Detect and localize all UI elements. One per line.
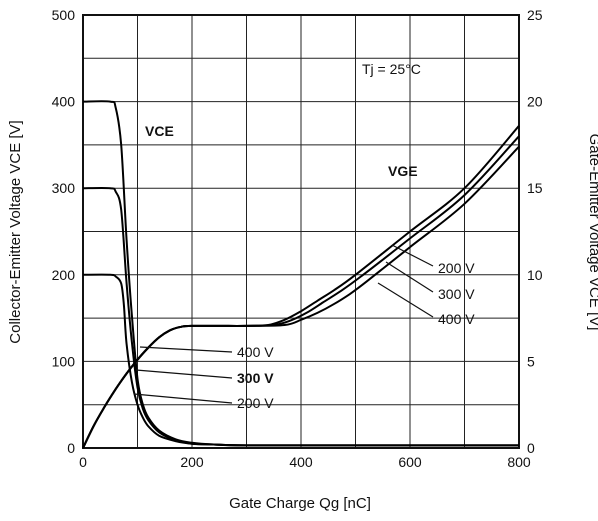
- vge-300-label: 300 V: [438, 286, 475, 302]
- vge-200-label: 200 V: [438, 260, 475, 276]
- series-lines: [82, 100, 520, 449]
- vge-400-leader: [377, 282, 434, 318]
- y-right-tick-label: 25: [527, 7, 543, 23]
- y-axis-label-right: Gate-Emitter Voltage VCE [V]: [586, 134, 598, 331]
- x-tick-label: 800: [507, 454, 531, 470]
- vge-curve-label: VGE: [388, 163, 418, 179]
- vce-200-label: 200 V: [237, 395, 274, 411]
- y-right-tick-label: 0: [527, 440, 535, 456]
- x-tick-label: 600: [398, 454, 422, 470]
- y-right-tick-label: 20: [527, 94, 543, 110]
- vce-400-leader: [139, 346, 233, 353]
- series-line-vce-200v: [82, 273, 519, 447]
- y-right-tick-label: 15: [527, 180, 543, 196]
- plot-frame: [82, 14, 520, 449]
- vce-300-leader: [135, 369, 233, 379]
- vce-400-label: 400 V: [237, 344, 274, 360]
- series-line-vge-400v: [82, 145, 520, 449]
- x-tick-label: 0: [79, 454, 87, 470]
- x-axis-label: Gate Charge Qg [nC]: [229, 495, 371, 512]
- vce-curve-label: VCE: [145, 123, 174, 139]
- y-right-tick-label: 5: [527, 353, 535, 369]
- y-left-tick-label: 0: [67, 440, 75, 456]
- y-left-tick-label: 500: [52, 7, 76, 23]
- y-left-tick-label: 300: [52, 180, 76, 196]
- vge-400-label: 400 V: [438, 311, 475, 327]
- annotations: Tj = 25°C VCE VGE 400 V 300 V 200 V 200 …: [133, 61, 475, 411]
- y-left-tick-label: 200: [52, 267, 76, 283]
- x-tick-label: 200: [180, 454, 204, 470]
- vce-300-label: 300 V: [237, 370, 274, 386]
- x-tick-label: 400: [289, 454, 313, 470]
- y-left-tick-label: 400: [52, 94, 76, 110]
- y-right-tick-label: 10: [527, 267, 543, 283]
- y-left-tick-label: 100: [52, 353, 76, 369]
- vce-200-leader: [133, 393, 233, 404]
- vge-300-leader: [385, 261, 434, 293]
- condition-annotation: Tj = 25°C: [362, 61, 421, 77]
- vge-200-leader: [391, 244, 434, 267]
- y-axis-label-left: Collector-Emitter Voltage VCE [V]: [7, 120, 24, 343]
